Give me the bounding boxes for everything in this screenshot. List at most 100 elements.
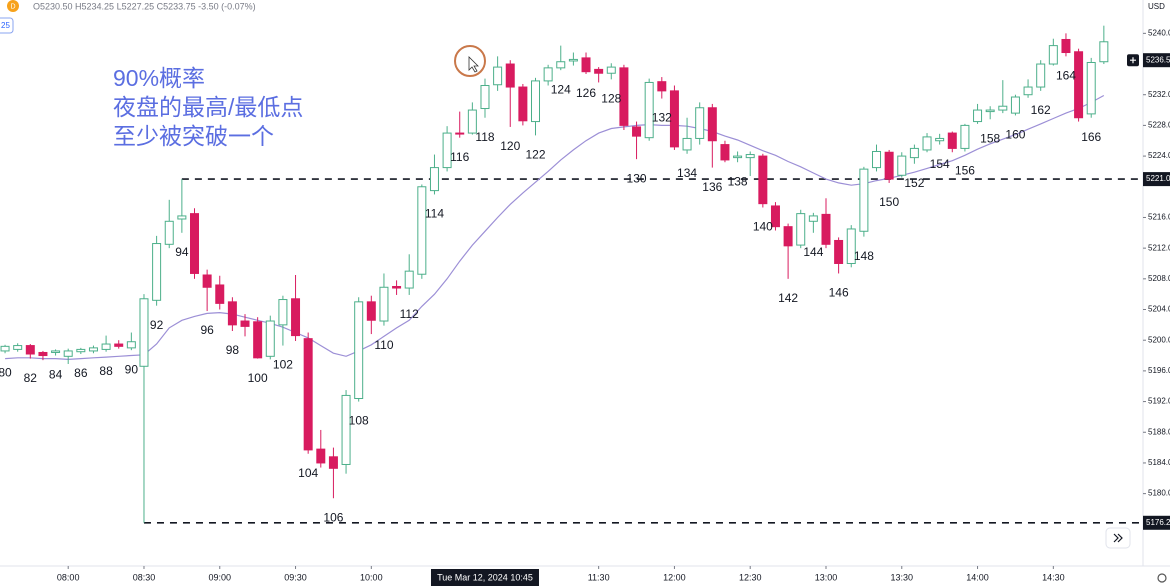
bar-number: 100 — [248, 371, 268, 385]
candle-body — [884, 151, 894, 180]
candle-body — [998, 105, 1008, 111]
settings-icon[interactable] — [1157, 573, 1167, 583]
y-tick-label: 5200.0 — [1148, 335, 1170, 344]
candle-body — [88, 347, 98, 352]
bar-number: 132 — [652, 111, 672, 125]
candle-body — [505, 63, 515, 88]
bar-number: 144 — [803, 245, 823, 259]
candle-body — [177, 215, 187, 220]
cursor — [468, 56, 479, 73]
candle-body — [189, 213, 199, 274]
candle-body — [922, 136, 932, 151]
candle-body — [973, 109, 983, 123]
annotation-line: 夜盘的最高/最低点 — [113, 94, 303, 120]
bar-number: 134 — [677, 166, 697, 180]
candle-body — [669, 90, 679, 148]
bar-number: 94 — [175, 245, 189, 259]
candle-body — [947, 132, 957, 149]
candle-body — [1099, 41, 1109, 63]
candle-body — [821, 213, 831, 245]
candle-body — [253, 321, 263, 359]
candle-body — [341, 394, 351, 465]
candle-body — [480, 85, 490, 110]
candle-body — [859, 168, 869, 232]
candle-body — [404, 270, 414, 289]
x-tick-label: 08:00 — [57, 572, 80, 582]
candle-body — [202, 274, 212, 288]
x-tick-label: 14:00 — [966, 572, 989, 582]
candle-body — [543, 67, 553, 82]
y-tick-label: 5208.0 — [1148, 274, 1170, 283]
plot-area: 80 82 84 86 88 90 92 94 96 98 100 102 104 106 108 110 11… — [0, 25, 1143, 524]
candle-body — [594, 68, 604, 74]
candle-body — [733, 155, 743, 159]
candle-body — [101, 343, 111, 350]
candle-body — [354, 301, 364, 400]
candle-body — [846, 228, 856, 264]
bar-number: 92 — [150, 318, 164, 332]
bar-number: 104 — [298, 466, 318, 480]
bar-number: 110 — [374, 338, 393, 352]
candle-body — [392, 286, 402, 289]
candle-body — [164, 220, 174, 245]
y-tick-label: 5212.0 — [1148, 243, 1170, 252]
candle-body — [379, 286, 389, 322]
candle-body — [265, 320, 275, 357]
y-tick-label: 5216.0 — [1148, 213, 1170, 222]
bar-number: 128 — [601, 92, 621, 106]
symbol-icon[interactable] — [7, 0, 19, 12]
candle-body — [632, 126, 642, 137]
candle-body — [644, 81, 654, 139]
y-tick-label: 5188.0 — [1148, 427, 1170, 436]
candle-body — [1074, 51, 1084, 119]
candle-body — [152, 243, 162, 301]
crosshair-time-box — [430, 569, 539, 586]
candle-body — [38, 351, 48, 357]
y-tick-label: 5180.0 — [1148, 489, 1170, 498]
candle-body — [240, 320, 250, 327]
candle-body — [872, 150, 882, 169]
bar-number: 80 — [0, 365, 12, 379]
candle-body — [695, 107, 705, 139]
candle-body — [758, 155, 768, 205]
candle-body — [960, 124, 970, 149]
scroll-icon — [1113, 533, 1123, 543]
candle-body — [278, 299, 288, 326]
bar-number: 136 — [702, 180, 722, 194]
candle-body — [366, 301, 376, 321]
candle-body — [834, 239, 844, 264]
ohlc-header: O5230.50 H5234.25 L5227.25 C5233.75 -3.5… — [33, 1, 256, 11]
y-tick-label: 5240.0 — [1148, 28, 1170, 37]
annotation-line: 至少被突破一个 — [113, 123, 274, 149]
x-tick-label: 08:30 — [133, 572, 156, 582]
candle-body — [568, 58, 578, 62]
candle-body — [429, 167, 439, 192]
candle-body — [0, 345, 10, 352]
price-tag-label: 5176.2 — [1146, 518, 1170, 527]
y-tick-label: 5224.0 — [1148, 151, 1170, 160]
bar-number: 150 — [879, 195, 899, 209]
candle-body — [1061, 38, 1071, 54]
candle-body — [13, 345, 23, 350]
candle-body — [518, 86, 528, 122]
x-tick-label: 11:30 — [588, 572, 610, 582]
candle-body — [126, 341, 136, 349]
y-tick-label: 5232.0 — [1148, 90, 1170, 99]
candle-body — [796, 213, 806, 246]
y-tick-label: 5184.0 — [1148, 458, 1170, 467]
bar-number: 120 — [500, 139, 520, 153]
candle-body — [328, 456, 338, 469]
add-alert-icon — [1130, 57, 1136, 64]
price-tag-label: 5221.0 — [1146, 174, 1170, 183]
candle-body — [25, 345, 35, 355]
candle-body — [897, 155, 907, 176]
crosshair-time-label: Tue Mar 12, 2024 10:45 — [437, 572, 533, 582]
candle-body — [291, 298, 301, 337]
candle-body — [316, 448, 326, 464]
bar-number: 84 — [49, 368, 63, 382]
candle-body — [1010, 96, 1020, 114]
candle-body — [581, 57, 591, 73]
symbol-badge: D — [10, 3, 15, 10]
candle-body — [531, 80, 541, 123]
